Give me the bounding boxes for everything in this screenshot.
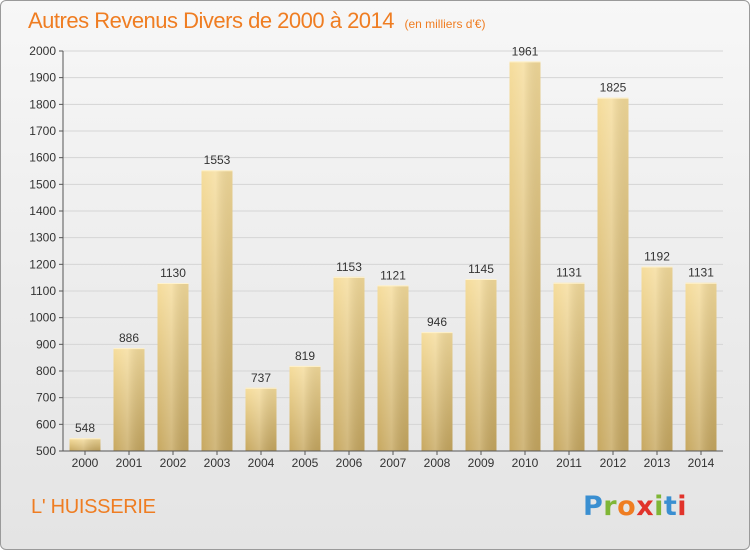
bar-shine [201,170,233,451]
x-tick-label: 2000 [72,456,99,470]
data-label: 1961 [512,44,539,58]
bar-shine [377,285,409,451]
bars: 548 886 1130 1553 737 819 1153 1121 946 1145 1961 1… [69,44,717,452]
y-tick-label: 1400 [29,204,56,218]
data-label: 1145 [468,262,494,276]
bar-shine [641,266,673,451]
bar-shine [509,61,541,452]
logo-letter: r [603,491,618,522]
logo-letter: i [677,491,688,522]
x-tick-label: 2009 [468,456,495,470]
logo-letter: x [636,491,655,522]
bar-shine [685,282,717,451]
logo-letter: o [617,491,637,522]
x-tick-label: 2014 [688,456,715,470]
bar-shine [465,279,497,451]
y-tick-label: 500 [36,444,56,458]
y-tick-label: 1300 [29,231,56,245]
bar-shine [553,282,585,451]
y-tick-label: 600 [36,417,56,431]
data-label: 1131 [688,266,714,280]
x-tick-label: 2001 [116,456,143,470]
x-tick-label: 2006 [336,456,363,470]
proxiti-logo: Proxiti [583,491,687,522]
x-tick-label: 2011 [556,456,582,470]
data-label: 1130 [160,266,186,280]
y-tick-label: 1800 [29,97,56,111]
chart-title: Autres Revenus Divers de 2000 à 2014 (en… [28,8,485,34]
logo-letter: P [583,491,604,522]
x-tick-label: 2004 [248,456,275,470]
bar-shine [597,97,629,452]
data-label: 886 [119,331,139,345]
data-label: 1153 [336,260,362,274]
axes: 500 600 700 800 900 1000 1100 1200 1300 1400 1500 1… [29,44,723,470]
y-tick-label: 700 [36,391,56,405]
y-tick-label: 1900 [29,71,56,85]
bar-shine [289,365,321,451]
x-tick-label: 2012 [600,456,627,470]
data-label: 819 [295,349,315,363]
data-label: 1553 [204,153,231,167]
y-tick-label: 1700 [29,124,56,138]
data-label: 1131 [556,266,582,280]
data-label: 1825 [600,81,627,95]
logo-letter: i [654,491,664,522]
bar-shine [69,438,101,451]
y-tick-label: 800 [36,364,56,378]
data-label: 1192 [644,249,670,263]
commune-name: L' HUISSERIE [31,496,156,518]
x-tick-label: 2005 [292,456,319,470]
bar-shine [113,348,145,451]
data-label: 548 [75,421,95,435]
x-tick-label: 2002 [160,456,187,470]
data-label: 946 [427,315,447,329]
x-tick-label: 2010 [512,456,539,470]
bar-shine [421,332,453,451]
y-tick-label: 1200 [29,257,56,271]
y-tick-label: 900 [36,337,56,351]
data-label: 737 [251,371,271,385]
y-tick-label: 1600 [29,151,56,165]
data-label: 1121 [380,268,406,282]
x-tick-label: 2008 [424,456,451,470]
bar-shine [333,276,365,451]
y-tick-label: 2000 [29,44,56,58]
y-tick-label: 1500 [29,177,56,191]
y-tick-label: 1100 [30,284,56,298]
y-tick-label: 1000 [29,311,56,325]
x-tick-label: 2003 [204,456,231,470]
bar-shine [157,283,189,451]
bar-shine [245,387,277,451]
subtitle-text: (en milliers d'€) [404,17,486,31]
x-tick-label: 2013 [644,456,671,470]
logo-letter: t [663,491,678,522]
x-tick-label: 2007 [380,456,407,470]
title-text: Autres Revenus Divers de 2000 à 2014 [28,8,395,33]
